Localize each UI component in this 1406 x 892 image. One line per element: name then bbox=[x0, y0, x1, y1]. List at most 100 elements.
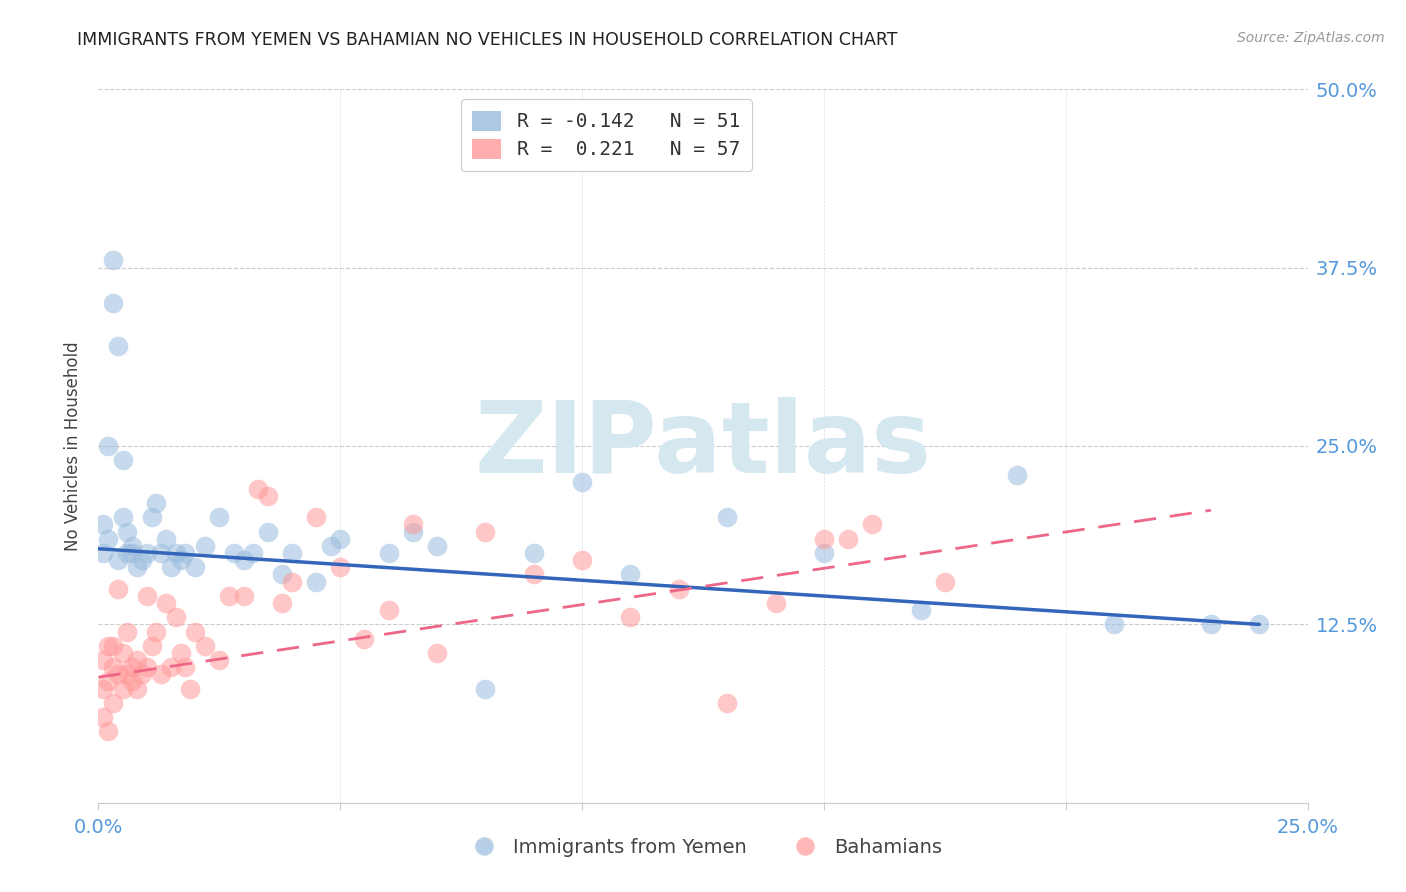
Point bbox=[247, 482, 270, 496]
Point bbox=[97, 724, 120, 739]
Point bbox=[97, 674, 120, 689]
Point bbox=[281, 574, 304, 589]
Point bbox=[131, 667, 153, 681]
Point bbox=[668, 582, 690, 596]
Point bbox=[716, 510, 738, 524]
Point bbox=[174, 660, 197, 674]
Point bbox=[160, 660, 183, 674]
Point bbox=[121, 546, 143, 560]
Y-axis label: No Vehicles in Household: No Vehicles in Household bbox=[65, 341, 83, 551]
Point bbox=[91, 710, 114, 724]
Point bbox=[910, 603, 932, 617]
Point bbox=[165, 546, 187, 560]
Point bbox=[121, 539, 143, 553]
Point bbox=[111, 646, 134, 660]
Point bbox=[1199, 617, 1222, 632]
Point bbox=[1249, 617, 1271, 632]
Point bbox=[377, 546, 399, 560]
Point bbox=[107, 582, 129, 596]
Point bbox=[813, 532, 835, 546]
Point bbox=[281, 546, 304, 560]
Point bbox=[117, 624, 139, 639]
Point bbox=[426, 539, 449, 553]
Point bbox=[319, 539, 342, 553]
Point bbox=[160, 560, 183, 574]
Point bbox=[305, 510, 328, 524]
Point bbox=[179, 681, 201, 696]
Point bbox=[117, 524, 139, 539]
Point bbox=[155, 596, 177, 610]
Point bbox=[523, 567, 546, 582]
Point bbox=[329, 532, 352, 546]
Point bbox=[101, 639, 124, 653]
Point bbox=[135, 546, 157, 560]
Point bbox=[107, 339, 129, 353]
Point bbox=[194, 539, 217, 553]
Point bbox=[145, 496, 167, 510]
Point bbox=[101, 296, 124, 310]
Point bbox=[135, 589, 157, 603]
Point bbox=[271, 596, 294, 610]
Text: ZIPatlas: ZIPatlas bbox=[475, 398, 931, 494]
Point bbox=[111, 681, 134, 696]
Point bbox=[97, 639, 120, 653]
Point bbox=[813, 546, 835, 560]
Point bbox=[256, 489, 278, 503]
Point bbox=[111, 510, 134, 524]
Point bbox=[208, 653, 231, 667]
Point bbox=[101, 253, 124, 268]
Point bbox=[127, 653, 149, 667]
Point bbox=[165, 610, 187, 624]
Point bbox=[232, 589, 254, 603]
Point bbox=[1102, 617, 1125, 632]
Point bbox=[571, 553, 593, 567]
Point bbox=[619, 567, 641, 582]
Point bbox=[155, 532, 177, 546]
Point bbox=[934, 574, 956, 589]
Point bbox=[117, 667, 139, 681]
Point bbox=[184, 624, 207, 639]
Point bbox=[97, 532, 120, 546]
Text: Source: ZipAtlas.com: Source: ZipAtlas.com bbox=[1237, 31, 1385, 45]
Point bbox=[107, 667, 129, 681]
Point bbox=[169, 646, 191, 660]
Point bbox=[174, 546, 197, 560]
Point bbox=[474, 681, 496, 696]
Point bbox=[305, 574, 328, 589]
Point bbox=[121, 674, 143, 689]
Point bbox=[141, 510, 163, 524]
Point bbox=[222, 546, 245, 560]
Point bbox=[860, 517, 883, 532]
Text: IMMIGRANTS FROM YEMEN VS BAHAMIAN NO VEHICLES IN HOUSEHOLD CORRELATION CHART: IMMIGRANTS FROM YEMEN VS BAHAMIAN NO VEH… bbox=[77, 31, 898, 49]
Point bbox=[91, 653, 114, 667]
Point bbox=[117, 546, 139, 560]
Point bbox=[97, 439, 120, 453]
Point bbox=[242, 546, 264, 560]
Point bbox=[232, 553, 254, 567]
Point bbox=[127, 560, 149, 574]
Point bbox=[127, 681, 149, 696]
Point bbox=[150, 546, 173, 560]
Point bbox=[271, 567, 294, 582]
Point bbox=[256, 524, 278, 539]
Point bbox=[111, 453, 134, 467]
Point bbox=[91, 681, 114, 696]
Point bbox=[377, 603, 399, 617]
Point bbox=[218, 589, 240, 603]
Point bbox=[184, 560, 207, 574]
Point bbox=[837, 532, 859, 546]
Point bbox=[571, 475, 593, 489]
Point bbox=[353, 632, 375, 646]
Point bbox=[402, 524, 425, 539]
Point bbox=[208, 510, 231, 524]
Point bbox=[101, 696, 124, 710]
Point bbox=[1007, 467, 1029, 482]
Point bbox=[329, 560, 352, 574]
Point bbox=[131, 553, 153, 567]
Point bbox=[426, 646, 449, 660]
Point bbox=[107, 553, 129, 567]
Legend: Immigrants from Yemen, Bahamians: Immigrants from Yemen, Bahamians bbox=[457, 830, 949, 864]
Point bbox=[194, 639, 217, 653]
Point bbox=[619, 610, 641, 624]
Point bbox=[141, 639, 163, 653]
